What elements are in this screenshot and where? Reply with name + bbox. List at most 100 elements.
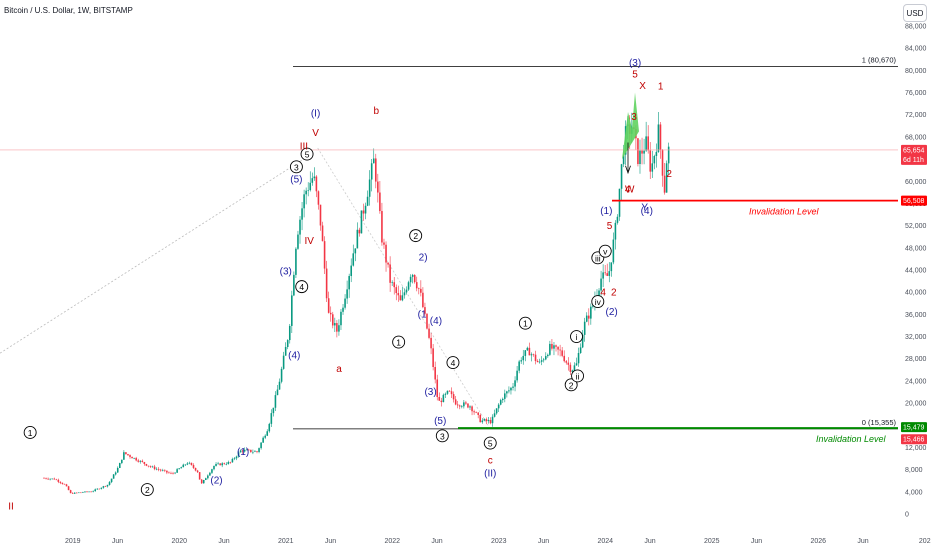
candle-body — [356, 229, 359, 249]
candle-body — [86, 491, 88, 493]
wave-label: 2 — [611, 288, 617, 299]
price-tick-label: 60,000 — [905, 179, 927, 186]
candle-body — [458, 405, 461, 407]
wave-label-circle — [518, 316, 532, 330]
candle-body — [606, 273, 609, 276]
time-tick-label: 2026 — [810, 538, 826, 545]
candle-body — [532, 354, 535, 355]
candle-body — [614, 222, 617, 240]
wave-label: 4 — [600, 288, 606, 299]
candle-body — [493, 413, 496, 417]
wave-label-text: III — [300, 141, 308, 152]
candle-body — [116, 467, 119, 473]
candle-body — [243, 449, 246, 452]
wave-label: 5 — [607, 221, 613, 232]
candle-body — [204, 478, 207, 481]
wave-label-circle — [483, 436, 497, 450]
candle-body — [209, 472, 211, 476]
price-axis[interactable]: 88,00084,00080,00076,00072,00068,00064,0… — [905, 24, 927, 519]
time-axis[interactable]: 2019 Jun 2020 Jun 2021 Jun 2022 Jun 2023 Jun 2024 J… — [65, 538, 931, 545]
candle-body — [495, 408, 498, 414]
wave-label-circle — [564, 378, 578, 392]
candle-body — [542, 359, 545, 361]
candle-body — [481, 420, 484, 423]
candle-body — [604, 272, 606, 274]
candle-body — [372, 158, 375, 164]
candle-body — [612, 239, 615, 263]
down-arrow-head — [625, 165, 631, 175]
candle-body — [471, 406, 473, 412]
candle-body — [188, 462, 191, 464]
candle-body — [121, 459, 123, 464]
wave-label-circle — [409, 229, 423, 243]
candle-body — [284, 346, 287, 356]
wave-label: (4) — [288, 350, 300, 361]
candle-body — [665, 163, 668, 193]
candle-body — [55, 479, 58, 481]
candle-body — [516, 370, 518, 381]
candle-body — [280, 368, 283, 382]
candle-body — [51, 478, 53, 480]
candle-body — [262, 437, 264, 443]
candle-body — [90, 491, 92, 493]
candle-body — [325, 268, 328, 299]
candle-body — [358, 229, 361, 234]
time-tick-label: Jun — [431, 538, 442, 545]
candle-body — [141, 460, 144, 462]
candle-body — [436, 379, 439, 397]
candle-body — [309, 182, 312, 191]
time-tick-label: 2019 — [65, 538, 81, 545]
candle-body — [368, 179, 371, 197]
price-tick-label: 8,000 — [905, 467, 923, 474]
candle-body — [145, 463, 148, 466]
candle-body — [106, 484, 109, 487]
candle-body — [377, 181, 379, 193]
candle-body — [530, 354, 533, 356]
candle-body — [237, 452, 240, 457]
price-tag — [901, 195, 927, 206]
candle-body — [547, 354, 549, 357]
wave-label-text: 5 — [607, 221, 613, 232]
candle-body — [571, 370, 574, 372]
wave-label-text: 1 — [28, 428, 33, 438]
candle-body — [274, 395, 277, 408]
candle-body — [92, 491, 94, 492]
candle-body — [616, 216, 619, 223]
candle-body — [426, 313, 428, 329]
candle-body — [215, 463, 217, 466]
candle-body — [399, 295, 402, 301]
wave-label-text: 2 — [569, 380, 574, 390]
candle-body — [110, 478, 113, 483]
candle-body — [641, 150, 643, 154]
wave-label: 5 — [483, 436, 497, 450]
candle-body — [573, 365, 576, 371]
wave-label: II — [8, 502, 14, 513]
candle-body — [98, 488, 101, 490]
wave-label: 5 — [300, 147, 314, 161]
time-tick-label: 2021 — [278, 538, 294, 545]
candle-body — [227, 462, 230, 465]
candle-body — [512, 386, 514, 388]
candle-body — [164, 470, 166, 471]
candle-body — [354, 248, 357, 254]
candle-body — [510, 387, 512, 391]
candle-body — [454, 399, 457, 405]
wave-label-text: 5 — [488, 439, 493, 449]
wave-label-text: b — [373, 106, 379, 117]
wave-label: (4) — [641, 206, 653, 217]
wave-label-text: 4 — [299, 282, 304, 292]
candle-body — [84, 491, 86, 493]
candle-body — [559, 349, 561, 351]
price-tick-label: 40,000 — [905, 290, 927, 297]
wave-label-text: 3 — [294, 162, 299, 172]
wave-label-text: Y — [641, 202, 648, 213]
candle-body — [415, 282, 418, 289]
time-tick-label: 2023 — [491, 538, 507, 545]
wave-label-text: 3 — [440, 431, 445, 441]
candle-body — [61, 482, 64, 484]
candle-body — [104, 486, 107, 487]
candle-body — [407, 282, 410, 290]
currency-button[interactable]: USD — [903, 4, 927, 22]
candle-body — [362, 210, 365, 214]
